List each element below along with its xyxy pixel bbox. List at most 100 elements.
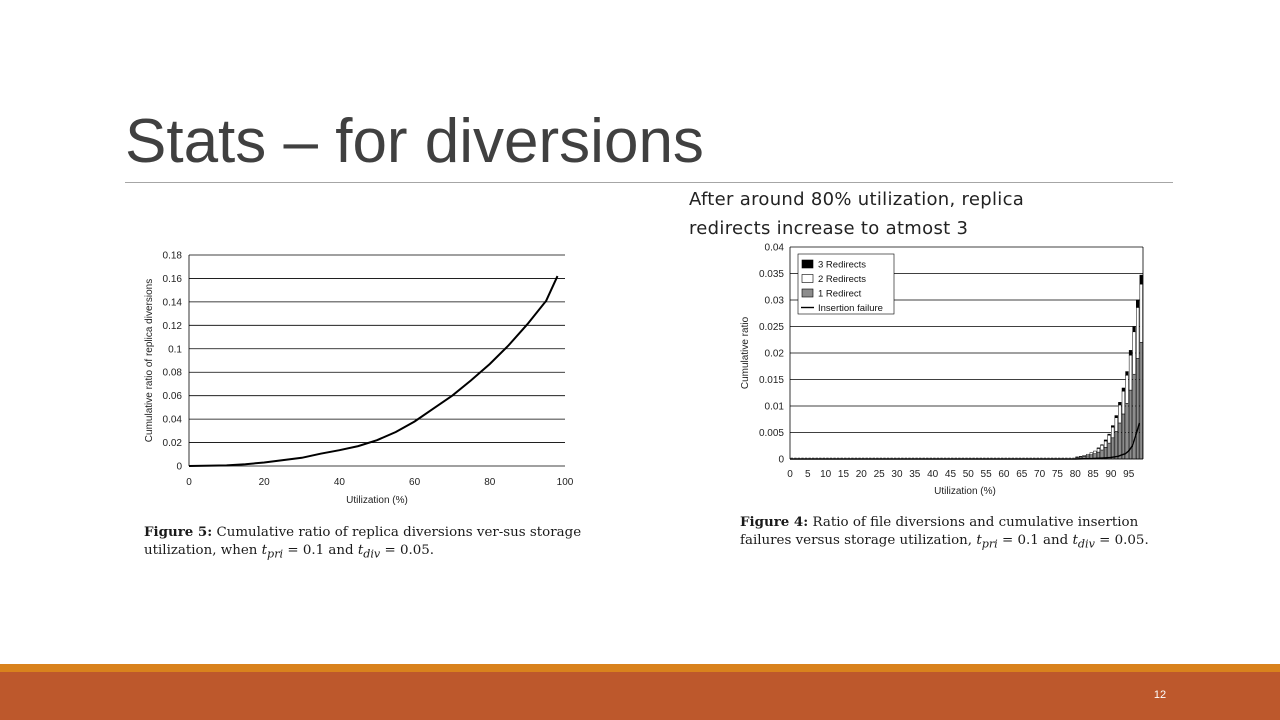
figure5-y-tick-label: 0.06 bbox=[163, 391, 183, 402]
figure4-x-tick-label: 80 bbox=[1070, 469, 1082, 480]
figure4-bar-3-redirects bbox=[1139, 274, 1143, 285]
figure5-x-tick-label: 100 bbox=[557, 477, 574, 488]
figure4-eq2-var: t bbox=[1072, 533, 1078, 548]
figure4-bar-baseline bbox=[808, 457, 811, 459]
figure4-bar-baseline bbox=[979, 457, 982, 459]
figure4-bar-baseline bbox=[904, 457, 908, 459]
figure4-x-ticks: 0 5 10 15 20 25 30 35 40 45 50 55 60 65 70 75 80 85 90 95 bbox=[787, 469, 1135, 480]
figure4-x-tick-label: 25 bbox=[874, 469, 886, 480]
figure4-legend-label-1-redirect: 1 Redirect bbox=[818, 289, 862, 300]
figure4-x-tick-label: 75 bbox=[1052, 469, 1064, 480]
figure4-legend-swatch-1-redirect bbox=[801, 288, 814, 298]
figure4-bar-baseline bbox=[1015, 457, 1018, 459]
figure4-x-tick-label: 40 bbox=[927, 469, 939, 480]
figure4-bar-2-redirects bbox=[1125, 375, 1129, 404]
figure4-bar-2-redirects bbox=[1078, 456, 1083, 458]
figure4-bar-3-redirects bbox=[1136, 299, 1140, 308]
figure4-bar-1-redirect bbox=[1121, 413, 1126, 460]
figure4-bar-1-redirect bbox=[1139, 342, 1143, 460]
figure5-x-tick-label: 60 bbox=[409, 477, 421, 488]
figure4-bar-3-redirects bbox=[1132, 326, 1136, 333]
figure4-bar-2-redirects bbox=[1114, 417, 1118, 432]
figure4-legend: 3 Redirects 2 Redirects 1 Redirect Insertio… bbox=[797, 253, 895, 315]
figure4-bar-baseline bbox=[1054, 457, 1057, 459]
figure4-bar-baseline bbox=[811, 457, 815, 459]
figure4-y-tick-label: 0.01 bbox=[765, 402, 785, 413]
figure5-eq1-val: = 0.1 bbox=[283, 543, 325, 558]
figure4-y-tick-label: 0.04 bbox=[765, 243, 785, 254]
figure4-bar-baseline bbox=[844, 457, 847, 459]
figure4-y-tick-label: 0.03 bbox=[765, 296, 785, 307]
figure4-caption-end: . bbox=[1144, 533, 1149, 548]
figure4-legend-swatch-2-redirects bbox=[801, 274, 814, 283]
figure4-bar-baseline bbox=[958, 457, 961, 459]
figure4-eq1-sub: pri bbox=[981, 537, 998, 551]
figure4-bar-baseline bbox=[1036, 457, 1039, 459]
slide-title: Stats – for diversions bbox=[125, 107, 704, 176]
figure5-y-tick-label: 0.02 bbox=[163, 438, 183, 449]
figure4-bar-2-redirects bbox=[1136, 307, 1140, 359]
figure4-y-tick-label: 0 bbox=[778, 455, 784, 466]
figure4-x-tick-label: 95 bbox=[1123, 469, 1135, 480]
figure5-eq2-val: = 0.05 bbox=[380, 543, 430, 558]
figure4-chart: 0 0.005 0.01 0.015 0.02 0.025 0.03 0.035 0.04 0 5… bbox=[740, 243, 1144, 497]
figure5-caption-end: . bbox=[429, 543, 435, 558]
figure4-legend-box bbox=[797, 253, 895, 315]
figure4-y-tick-label: 0.015 bbox=[759, 375, 784, 386]
figure5-y-tick-label: 0.12 bbox=[163, 321, 183, 332]
figure5-x-tick-label: 20 bbox=[259, 477, 271, 488]
figure4-bar-3-redirects bbox=[1100, 444, 1104, 446]
figure5-eq1-sub: pri bbox=[267, 547, 284, 561]
figure4-y-tick-label: 0.005 bbox=[759, 428, 784, 439]
figure4-bar-baseline bbox=[872, 457, 875, 459]
figure4-bar-2-redirects bbox=[1096, 448, 1101, 453]
figure4-bar-3-redirects bbox=[1114, 415, 1118, 418]
figure4-bar-baseline bbox=[1018, 457, 1022, 459]
figure4-axes bbox=[789, 247, 1144, 460]
figure4-bar-baseline bbox=[990, 457, 993, 459]
figure5-eq1-var: t bbox=[261, 543, 268, 558]
figure4-bar-1-redirect bbox=[1118, 422, 1122, 460]
figure4-x-tick-label: 50 bbox=[963, 469, 975, 480]
figure4-bar-2-redirects bbox=[1082, 455, 1086, 457]
figure5-y-tick-label: 0.04 bbox=[163, 415, 183, 426]
figure4-bar-baseline bbox=[822, 457, 826, 459]
figure4-bar-2-redirects bbox=[1075, 456, 1079, 458]
figure4-bar-baseline bbox=[972, 457, 975, 459]
figure4-x-tick-label: 65 bbox=[1016, 469, 1028, 480]
figure4-bar-1-redirect bbox=[1125, 403, 1129, 460]
figure4-bar-1-redirect bbox=[1132, 373, 1136, 460]
figure4-bar-baseline bbox=[915, 457, 918, 459]
figure4-eq2-val: = 0.05 bbox=[1094, 533, 1145, 548]
figure4-bar-baseline bbox=[1022, 457, 1025, 459]
figure4-x-tick-label: 20 bbox=[856, 469, 868, 480]
figure5-y-ticks: 0 0.02 0.04 0.06 0.08 0.1 0.12 0.14 0.16 0.18 bbox=[163, 251, 183, 473]
figure5-y-tick-label: 0.08 bbox=[163, 368, 183, 379]
figure4-bar-baseline bbox=[922, 457, 925, 459]
figure4-bar-baseline bbox=[840, 457, 843, 459]
page-number: 12 bbox=[1153, 689, 1167, 701]
figure4-bar-baseline bbox=[894, 457, 897, 459]
figure4-bar-2-redirects bbox=[1139, 283, 1143, 343]
figure4-bar-baseline bbox=[858, 457, 861, 459]
figure4-bar-3-redirects bbox=[1111, 425, 1115, 428]
figure4-bar-1-redirect bbox=[1107, 442, 1111, 460]
figure4-bar-baseline bbox=[1072, 457, 1075, 459]
figure4-bar-baseline bbox=[876, 457, 879, 459]
figure4-legend-label-insertion-failure: Insertion failure bbox=[818, 303, 883, 314]
figure4-bar-2-redirects bbox=[1121, 390, 1126, 415]
figure4-bar-baseline bbox=[926, 457, 929, 459]
figure4-x-tick-label: 10 bbox=[820, 469, 832, 480]
figure4-y-tick-label: 0.025 bbox=[759, 322, 784, 333]
figure4-bar-baseline bbox=[968, 457, 972, 459]
figure4-bar-baseline bbox=[1029, 457, 1032, 459]
figure4-bar-baseline bbox=[1047, 457, 1050, 459]
figure4-bar-baseline bbox=[836, 457, 840, 459]
figure4-bar-baseline bbox=[1011, 457, 1015, 459]
figure4-eq1-val: = 0.1 bbox=[997, 533, 1039, 548]
figure4-bar-baseline bbox=[804, 457, 808, 459]
figure4-bar-baseline bbox=[897, 457, 900, 459]
figure4-bar-baseline bbox=[997, 457, 1000, 459]
figure4-bar-baseline bbox=[1061, 457, 1064, 459]
figure5-x-axis-label: Utilization (%) bbox=[346, 495, 408, 506]
